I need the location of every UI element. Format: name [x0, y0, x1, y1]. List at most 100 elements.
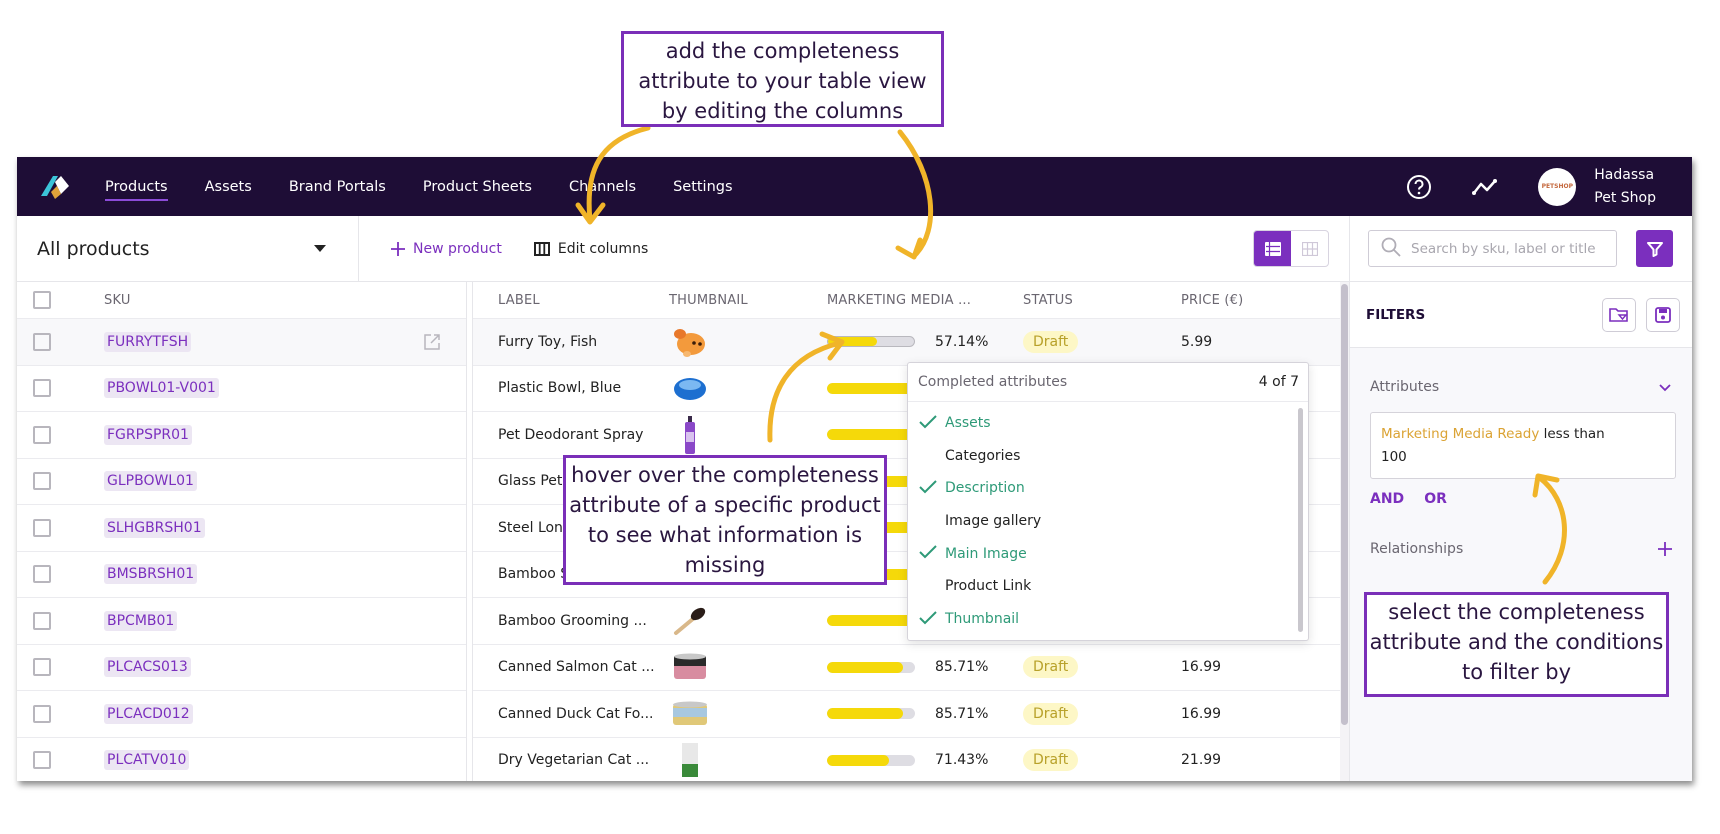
table-row[interactable]: Dry Vegetarian Cat ... 71.43% Draft 21.9… [473, 738, 1340, 782]
row-checkbox[interactable] [33, 704, 51, 723]
row-checkbox[interactable] [33, 658, 51, 677]
completeness-bar[interactable] [827, 382, 915, 394]
thumbnail-image [672, 742, 708, 778]
column-header-thumbnail[interactable]: THUMBNAIL [669, 292, 748, 308]
row-checkbox[interactable] [33, 425, 51, 444]
new-product-button[interactable]: New product [391, 241, 502, 257]
nav-brand-portals[interactable]: Brand Portals [288, 178, 386, 195]
scrollbar-thumb[interactable] [1341, 284, 1348, 725]
nav-product-sheets[interactable]: Product Sheets [422, 178, 532, 195]
search-input[interactable] [1411, 240, 1601, 257]
list-view-button[interactable] [1254, 231, 1291, 266]
completeness-cell[interactable] [827, 382, 1023, 394]
completeness-bar[interactable] [827, 754, 915, 766]
sku-link[interactable]: PLCACS013 [104, 657, 191, 678]
sku-link[interactable]: PLCACD012 [104, 703, 193, 724]
sku-link[interactable]: FURRYTFSH [104, 331, 192, 352]
help-circle-icon[interactable] [1406, 174, 1432, 200]
load-saved-filter-button[interactable] [1602, 297, 1636, 332]
column-header-marketing-media[interactable]: MARKETING MEDIA ... [827, 292, 972, 308]
thumbnail-image [672, 370, 708, 406]
app-logo-icon[interactable] [41, 174, 73, 200]
table-row[interactable]: GLPBOWL01 [17, 459, 466, 505]
sku-link[interactable]: BMSBRSH01 [104, 564, 198, 585]
table-row[interactable]: Pet Deodorant Spray [473, 412, 1340, 459]
column-header-label[interactable]: LABEL [498, 292, 540, 308]
check-icon [919, 415, 937, 433]
select-all-checkbox[interactable] [33, 291, 51, 309]
completeness-cell[interactable]: 57.14% [827, 334, 1023, 350]
nav-assets[interactable]: Assets [204, 178, 252, 195]
popover-scrollbar[interactable] [1298, 408, 1303, 632]
sku-link[interactable]: GLPBOWL01 [104, 471, 197, 492]
nav-products[interactable]: Products [105, 157, 168, 216]
column-header-price[interactable]: PRICE (€) [1181, 292, 1244, 308]
row-checkbox[interactable] [33, 518, 51, 537]
row-checkbox[interactable] [33, 751, 51, 770]
sku-link[interactable]: BPCMB01 [104, 610, 178, 631]
completeness-bar[interactable] [827, 708, 915, 720]
grid-view-icon [1301, 241, 1318, 256]
table-row[interactable]: Furry Toy, Fish 57.14% Draft 5.99 [473, 319, 1340, 366]
row-checkbox[interactable] [33, 472, 51, 491]
row-checkbox[interactable] [33, 611, 51, 630]
table-scrollbar[interactable] [1340, 282, 1349, 781]
new-product-label: New product [413, 240, 502, 257]
attributes-section-header[interactable]: Attributes [1350, 377, 1692, 397]
save-filter-button[interactable] [1646, 297, 1680, 332]
table-row[interactable]: PLCATV010 [17, 738, 466, 782]
completeness-bar[interactable] [827, 615, 915, 627]
table-row[interactable]: Canned Duck Cat Fo... 85.71% Draft 16.99 [473, 691, 1340, 738]
completeness-cell[interactable] [827, 429, 1023, 441]
and-button[interactable]: AND [1370, 491, 1405, 507]
filter-toggle-button[interactable] [1636, 230, 1673, 267]
table-row[interactable]: PBOWL01-V001 [17, 366, 466, 412]
nav-settings[interactable]: Settings [673, 178, 733, 195]
table-row[interactable]: Canned Salmon Cat ... 85.71% Draft 16.99 [473, 645, 1340, 691]
column-header-status[interactable]: STATUS [1023, 292, 1073, 308]
view-mode-toggle [1253, 230, 1329, 267]
completeness-cell[interactable]: 71.43% [827, 752, 1023, 768]
completeness-percent: 85.71% [935, 659, 989, 676]
plus-icon[interactable] [1658, 542, 1672, 556]
attribute-filter-condition[interactable]: Marketing Media Ready less than 100 [1370, 412, 1676, 479]
table-row[interactable]: FURRYTFSH [17, 319, 466, 366]
thumbnail-image [672, 603, 708, 639]
nav-channels[interactable]: Channels [568, 178, 637, 195]
table-row[interactable]: SLHGBRSH01 [17, 505, 466, 552]
activity-line-icon[interactable] [1472, 178, 1498, 196]
table-row[interactable]: BMSBRSH01 [17, 552, 466, 598]
completeness-cell[interactable]: 85.71% [827, 659, 1023, 675]
filters-panel: FILTERS Attributes Marketing Media Ready… [1349, 282, 1692, 781]
view-select[interactable]: All products [17, 216, 359, 281]
open-external-icon[interactable] [423, 333, 441, 351]
row-checkbox[interactable] [33, 379, 51, 398]
avatar[interactable]: PETSHOP [1538, 167, 1577, 206]
table-row[interactable]: Bamboo Grooming ... [473, 598, 1340, 645]
user-info[interactable]: Hadassa Pet Shop [1594, 164, 1656, 210]
row-checkbox[interactable] [33, 332, 51, 351]
table-row[interactable]: PLCACS013 [17, 645, 466, 691]
relationships-section-header[interactable]: Relationships [1350, 539, 1692, 559]
sku-link[interactable]: SLHGBRSH01 [104, 517, 205, 538]
or-button[interactable]: OR [1424, 491, 1447, 507]
completeness-bar[interactable] [827, 429, 915, 441]
table-row[interactable]: Plastic Bowl, Blue [473, 366, 1340, 412]
completeness-bar[interactable] [827, 336, 915, 348]
edit-columns-button[interactable]: Edit columns [533, 241, 648, 257]
completeness-cell[interactable]: 85.71% [827, 706, 1023, 722]
filter-value: 100 [1381, 449, 1407, 465]
completeness-bar[interactable] [827, 661, 915, 673]
chevron-down-icon[interactable] [1658, 383, 1672, 392]
row-checkbox[interactable] [33, 565, 51, 584]
sku-link[interactable]: FGRPSPR01 [104, 424, 192, 445]
table-row[interactable]: PLCACD012 [17, 691, 466, 738]
sku-link[interactable]: PBOWL01-V001 [104, 378, 219, 399]
columns-icon [533, 241, 550, 256]
table-row[interactable]: BPCMB01 [17, 598, 466, 645]
completeness-cell[interactable] [827, 615, 1023, 627]
sku-link[interactable]: PLCATV010 [104, 750, 190, 771]
table-row[interactable]: FGRPSPR01 [17, 412, 466, 459]
column-header-sku[interactable]: SKU [104, 292, 131, 308]
grid-view-button[interactable] [1291, 231, 1328, 266]
